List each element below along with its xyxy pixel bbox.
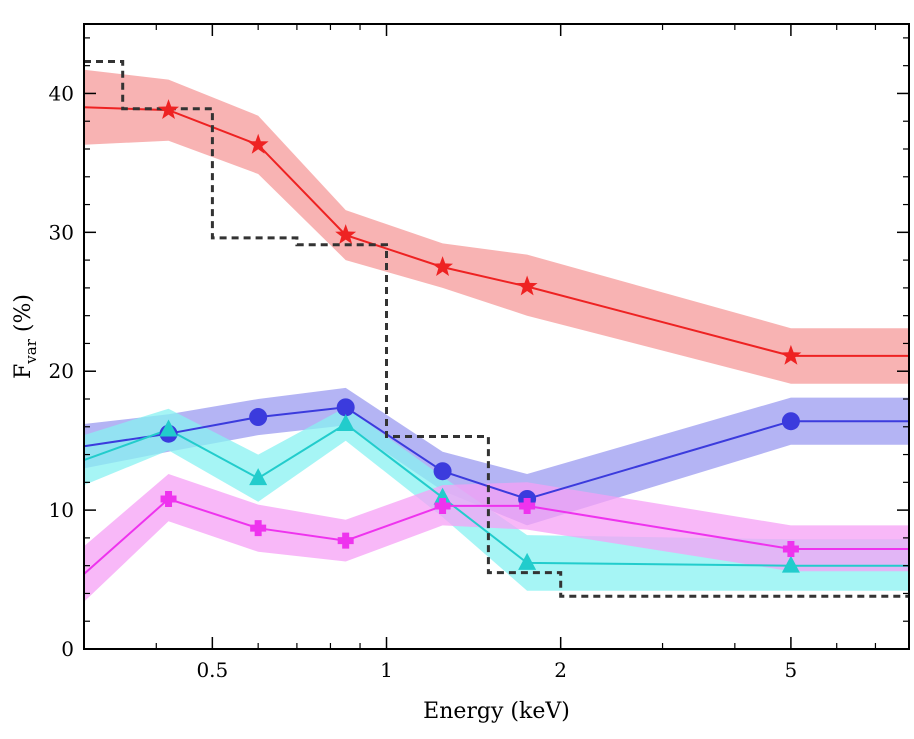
marker-series-2-5: [781, 555, 800, 573]
marker-series-0-1: [247, 133, 269, 154]
band-series-1: [84, 387, 909, 526]
marker-series-1-3: [433, 462, 452, 481]
step-line-series-4: [84, 60, 909, 598]
y-tick-label-1: 10: [49, 498, 74, 522]
marker-series-3-3: [434, 497, 451, 514]
marker-series-1-2: [336, 398, 355, 417]
marker-series-3-5: [782, 541, 799, 557]
marker-series-0-0: [158, 99, 179, 119]
marker-series-3-0: [160, 491, 177, 507]
marker-series-0-5: [780, 344, 802, 365]
marker-series-2-3: [433, 487, 452, 505]
marker-series-2-0: [159, 419, 178, 437]
marker-series-3-4: [519, 497, 536, 514]
x-tick-label-3: 5: [785, 658, 798, 682]
x-tick-label-1: 1: [380, 658, 393, 682]
line-series-1: [84, 406, 909, 501]
marker-series-2-2: [336, 414, 355, 431]
step-reference: [84, 60, 909, 598]
line-series-3: [84, 497, 909, 575]
y-axis-label-rest: (%): [11, 294, 36, 339]
line-series-2: [84, 422, 909, 567]
band-series-0: [84, 69, 909, 384]
marker-series-2-4: [518, 552, 537, 570]
y-axis-label: Fvar (%): [11, 294, 40, 379]
line-series-0: [84, 106, 909, 357]
y-tick-label-2: 20: [49, 359, 74, 383]
x-tick-label-0: 0.5: [196, 658, 228, 682]
marker-series-2-1: [249, 468, 268, 486]
marker-series-0-2: [335, 224, 357, 244]
series-lines: [84, 106, 909, 575]
marker-series-0-4: [516, 275, 538, 296]
plot-frame: [83, 23, 910, 650]
ticks: 0.5 1 2 5 0 10 20 30 40: [49, 24, 910, 682]
band-series-3: [84, 474, 909, 602]
axes: [83, 23, 910, 650]
marker-series-1-5: [781, 412, 800, 431]
x-axis-label: Energy (keV): [423, 699, 570, 724]
y-tick-label-0: 0: [61, 637, 74, 661]
series-markers: [158, 99, 802, 573]
confidence-bands: [84, 69, 909, 602]
y-axis-label-sub: var: [22, 338, 40, 364]
y-tick-label-3: 30: [49, 220, 74, 244]
marker-series-3-2: [337, 532, 354, 549]
y-axis-label-main: F: [11, 364, 36, 379]
marker-series-3-1: [250, 520, 267, 537]
x-tick-label-2: 2: [554, 658, 567, 682]
marker-series-0-3: [432, 256, 453, 276]
y-tick-label-4: 40: [49, 81, 74, 105]
marker-series-1-1: [249, 408, 268, 427]
